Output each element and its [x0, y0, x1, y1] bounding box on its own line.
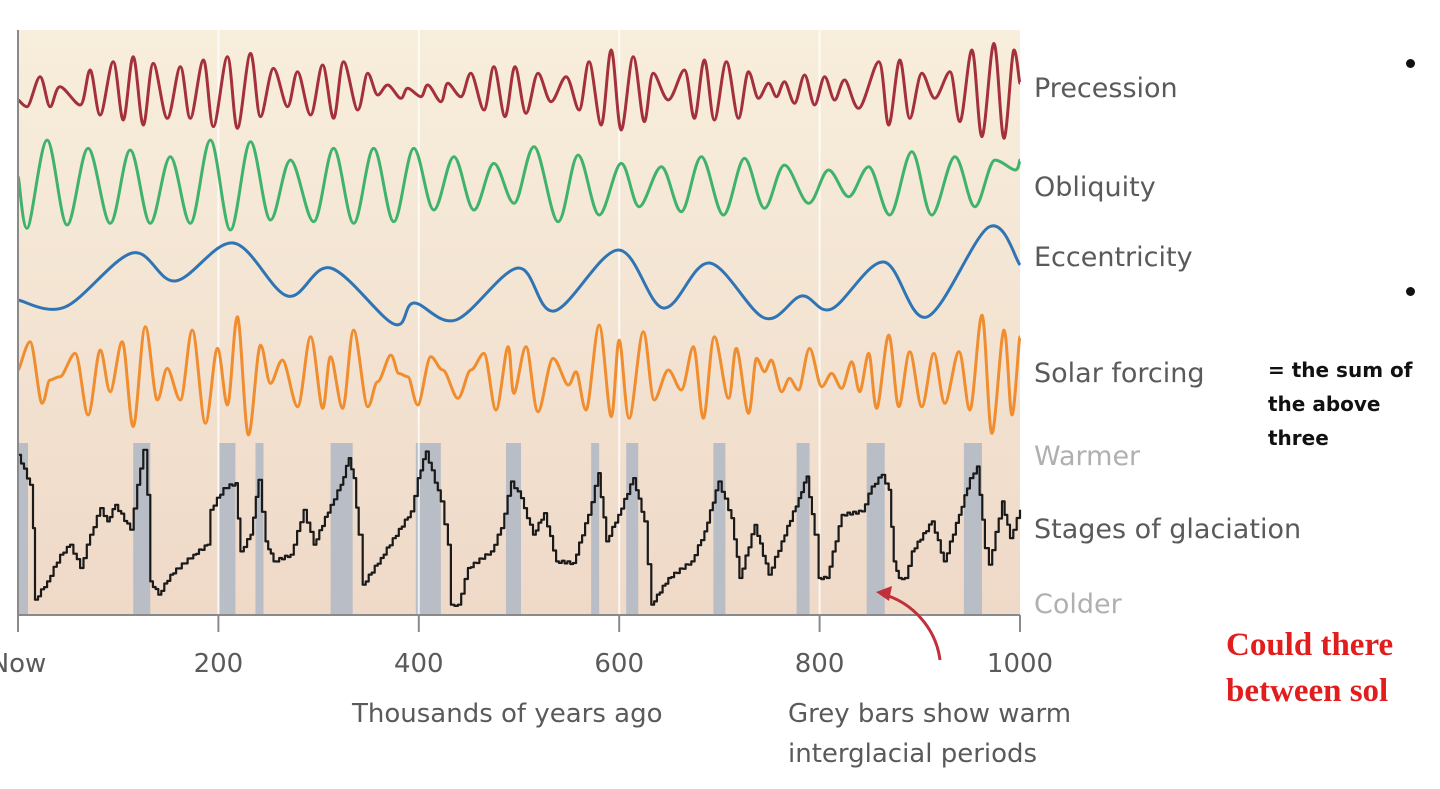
annotation-arrowhead-icon: [876, 586, 892, 601]
interglacial-bar: [18, 443, 29, 615]
interglacial-bar: [505, 443, 522, 615]
obliquity-line: [16, 138, 1022, 232]
interglacial-bar: [330, 443, 353, 615]
series-label-obliquity: Obliquity: [1034, 172, 1156, 203]
glaciation-line: [18, 448, 1022, 607]
sum-note-line-1: = the sum of: [1268, 358, 1413, 382]
interglacial-bar: [713, 443, 726, 615]
sum-note: = the sum of the above three: [1268, 352, 1440, 456]
sum-note-line-2: the above: [1268, 392, 1381, 416]
sum-note-line-3: three: [1268, 426, 1329, 450]
x-tick-label: 400: [394, 649, 444, 679]
annotation-line-2: interglacial periods: [788, 739, 1037, 769]
bullet-1: [1406, 59, 1415, 68]
series-label-solar-forcing: Solar forcing: [1034, 358, 1205, 389]
interglacial-bar: [626, 443, 639, 615]
annotation-arrow: [881, 592, 942, 661]
x-tick-label: 1000: [987, 649, 1053, 679]
interglacial-bar: [591, 443, 600, 615]
warmer-label: Warmer: [1034, 441, 1141, 472]
x-tick-label: 800: [795, 649, 845, 679]
series-label-precession: Precession: [1034, 73, 1178, 104]
question-text: Could there between sol: [1226, 622, 1393, 714]
interglacial-bar: [796, 443, 810, 615]
x-axis-title: Thousands of years ago: [351, 699, 663, 729]
series-label-glaciation: Stages of glaciation: [1034, 514, 1301, 545]
x-tick-label: Now: [0, 649, 46, 679]
interglacial-bar: [963, 443, 982, 615]
series-label-eccentricity: Eccentricity: [1034, 242, 1193, 273]
interglacial-bar: [866, 443, 885, 615]
x-tick-label: 200: [194, 649, 244, 679]
question-line-2: between sol: [1226, 673, 1389, 709]
annotation-line-1: Grey bars show warm: [788, 699, 1071, 729]
interglacial-bar: [219, 443, 236, 615]
interglacial-bar: [255, 443, 264, 615]
colder-label: Colder: [1034, 589, 1123, 620]
solar-forcing-line: [16, 313, 1022, 437]
precession-line: [17, 41, 1022, 140]
x-tick-label: 600: [594, 649, 644, 679]
eccentricity-line: [17, 224, 1022, 327]
question-line-1: Could there: [1226, 627, 1394, 663]
bullet-2: [1406, 287, 1415, 296]
